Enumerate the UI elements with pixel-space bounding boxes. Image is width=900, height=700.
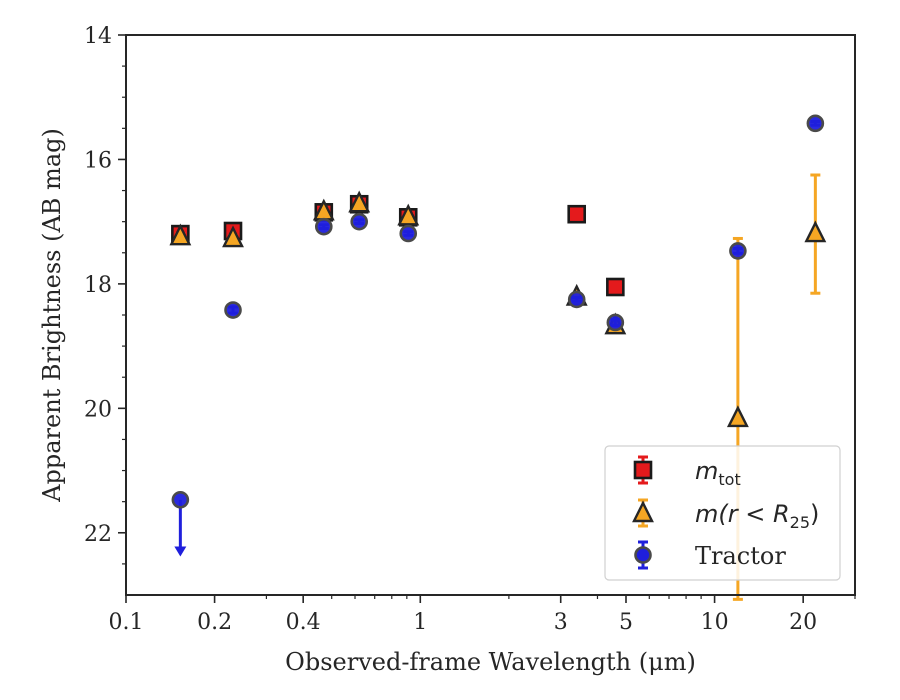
y-axis: 14 16 18 20 22 <box>84 24 126 565</box>
y-tick-label: 16 <box>84 148 112 173</box>
y-axis-label: Apparent Brightness (AB mag) <box>38 128 66 503</box>
data-point-circle <box>729 242 747 260</box>
data-point-square <box>606 277 625 297</box>
x-tick-label: 5 <box>619 610 633 635</box>
y-tick-label: 18 <box>84 273 112 298</box>
legend-entry-label: mtot <box>695 457 741 489</box>
y-tick-label: 22 <box>84 522 112 547</box>
data-point-circle <box>350 212 368 231</box>
data-point-circle <box>171 490 190 509</box>
data-point-circle <box>606 313 625 332</box>
data-point-triangle <box>169 223 192 246</box>
data-point-triangle <box>222 225 244 248</box>
x-axis: 0.1 0.2 0.4 1 3 5 10 20 <box>109 595 856 635</box>
plot-frame <box>125 34 856 596</box>
data-point-circle <box>224 301 242 319</box>
data-point-triangle <box>397 203 420 226</box>
legend-marker-square <box>633 460 653 480</box>
data-point-triangle <box>804 220 827 243</box>
legend: mtot m(r < R25) Tractor <box>604 445 841 581</box>
data-point-circle <box>399 224 418 243</box>
legend-marker-circle <box>634 546 652 564</box>
legend-entry-label: m(r < R25) <box>695 500 819 532</box>
legend-entry-label: Tractor <box>695 542 786 570</box>
x-tick-label: 3 <box>554 610 568 635</box>
x-tick-label: 1 <box>413 610 427 635</box>
data-point-triangle <box>726 405 749 428</box>
series-layer <box>169 114 827 601</box>
x-tick-label: 20 <box>789 610 817 635</box>
x-tick-label: 10 <box>701 610 729 635</box>
data-point-circle <box>806 114 825 133</box>
upper-limit-arrow-head <box>174 546 187 557</box>
y-tick-label: 20 <box>84 397 112 422</box>
data-point-square <box>567 204 587 224</box>
series-circle <box>171 114 825 557</box>
data-point-triangle <box>348 190 371 213</box>
data-point-circle <box>314 217 333 236</box>
data-point-circle <box>567 290 586 309</box>
legend-marker-triangle <box>632 500 654 523</box>
x-tick-label: 0.1 <box>109 610 144 635</box>
x-tick-label: 0.2 <box>197 610 232 635</box>
x-tick-label: 0.4 <box>286 610 321 635</box>
legend-box <box>604 445 841 581</box>
x-axis-label: Observed-frame Wavelength (μm) <box>285 648 696 676</box>
y-tick-label: 14 <box>84 24 112 49</box>
